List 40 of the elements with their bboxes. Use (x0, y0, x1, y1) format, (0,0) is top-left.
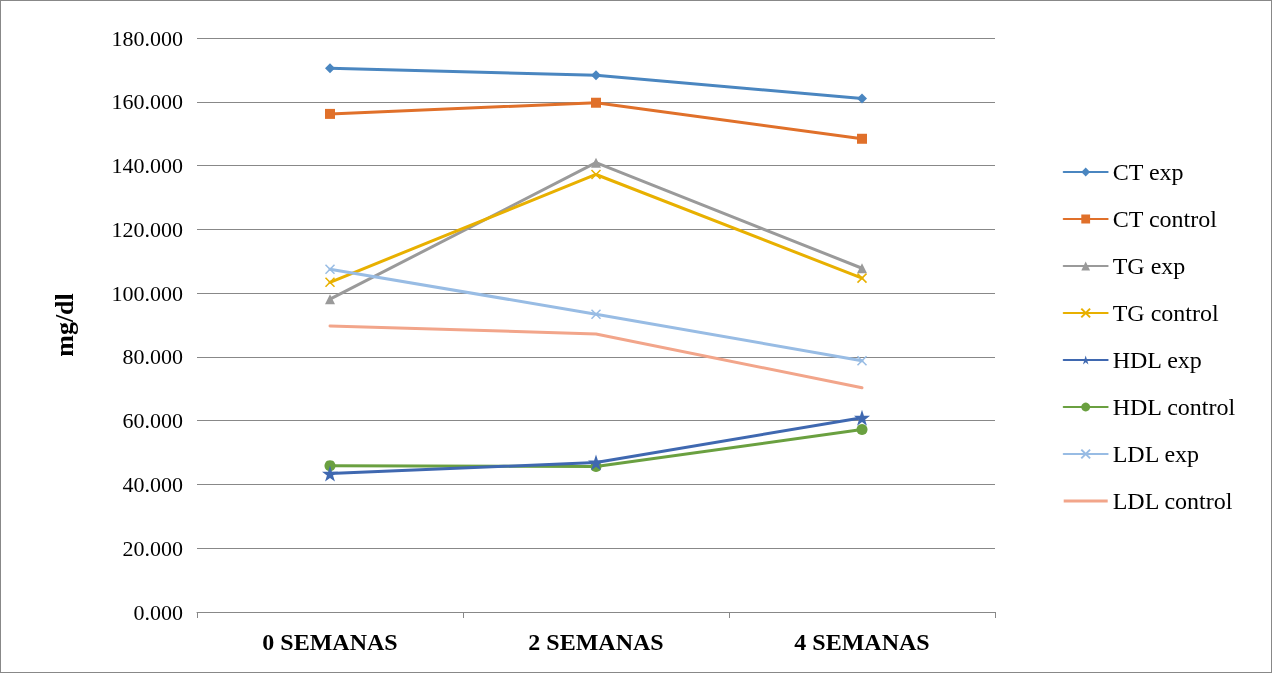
legend-label: LDL control (1112, 488, 1233, 514)
legend-label: HDL exp (1112, 347, 1202, 373)
point (591, 157, 601, 168)
legend-label: HDL control (1112, 394, 1236, 420)
point (857, 133, 867, 144)
y-tick-label: 120.000 (111, 216, 183, 242)
legend-label: CT control (1112, 206, 1218, 232)
y-tick-label: 80.000 (122, 344, 183, 370)
y-tick-label: 20.000 (122, 535, 183, 561)
legend-label: CT exp (1112, 159, 1184, 185)
legend-label: LDL exp (1112, 441, 1200, 467)
point (856, 355, 868, 366)
point (590, 169, 602, 180)
y-tick-label: 60.000 (122, 408, 183, 434)
legend-label: TG control (1112, 300, 1219, 326)
x-tick-label: 0 SEMANAS (262, 629, 398, 655)
point (590, 308, 602, 320)
y-tick-label: 140.000 (111, 153, 183, 179)
x-tick-label: 4 SEMANAS (794, 629, 930, 655)
point (324, 263, 336, 275)
y-tick-label: 180.000 (111, 25, 183, 51)
point (856, 424, 868, 436)
y-tick-label: 100.000 (111, 280, 183, 306)
point (322, 465, 338, 482)
point (591, 70, 601, 81)
point (325, 63, 335, 74)
point (324, 277, 336, 288)
legend-label: TG exp (1112, 253, 1186, 279)
point (325, 108, 335, 119)
point (325, 294, 335, 305)
point (854, 409, 870, 426)
point (591, 97, 601, 108)
y-tick-label: 160.000 (111, 89, 183, 115)
y-axis-title: mg/dl (49, 293, 79, 357)
point (857, 93, 867, 104)
y-tick-label: 40.000 (122, 471, 183, 497)
x-tick-label: 2 SEMANAS (528, 629, 664, 655)
point (856, 272, 868, 284)
y-tick-label: 0.000 (133, 599, 183, 625)
point (857, 263, 867, 274)
